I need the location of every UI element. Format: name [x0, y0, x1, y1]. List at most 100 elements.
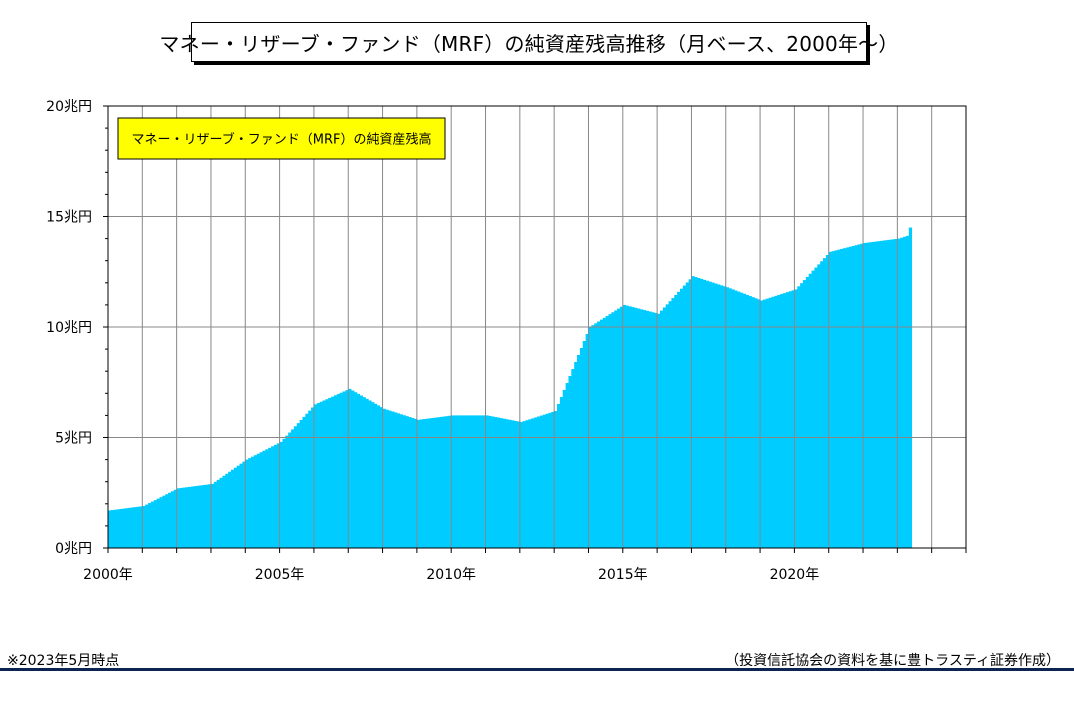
- bar: [622, 304, 627, 548]
- bar: [711, 282, 715, 548]
- footer-note: ※2023年5月時点: [7, 653, 120, 669]
- bar-chart: 0兆円 5兆円 10兆円 15兆円 20兆円 2000年 2005年 2010年 2015年 20…: [46, 99, 967, 583]
- bar: [179, 487, 183, 548]
- bar: [345, 390, 349, 548]
- bar: [668, 301, 672, 548]
- bar: [548, 412, 552, 548]
- bar: [373, 403, 378, 548]
- bar: [419, 419, 423, 548]
- bar: [122, 508, 126, 548]
- bar: [356, 393, 361, 548]
- x-tick-label: 2020年: [770, 567, 820, 583]
- bar: [720, 285, 724, 548]
- bar: [602, 317, 607, 548]
- bar: [479, 415, 484, 548]
- bar: [708, 281, 712, 548]
- bar: [213, 481, 218, 548]
- bar: [788, 291, 792, 548]
- bar: [505, 419, 509, 548]
- bar: [233, 467, 238, 548]
- bar: [256, 453, 260, 548]
- bar: [522, 421, 526, 548]
- bar: [737, 291, 741, 548]
- bar: [368, 400, 372, 548]
- bar: [471, 415, 475, 548]
- bar: [342, 391, 346, 548]
- bar: [228, 471, 232, 548]
- bar: [331, 396, 335, 548]
- bar: [173, 489, 178, 548]
- bar: [671, 298, 675, 548]
- bar: [888, 239, 893, 548]
- y-tick-label: 15兆円: [46, 210, 92, 226]
- bar: [577, 354, 581, 548]
- bar: [843, 248, 847, 548]
- bar: [516, 421, 521, 548]
- bar: [110, 510, 115, 548]
- bar: [133, 507, 137, 548]
- bar: [857, 244, 861, 549]
- bar: [190, 486, 195, 548]
- footer-source: （投資信託協会の資料を基に豊トラスティ証券作成）: [725, 653, 1060, 669]
- x-tick-label: 2010年: [426, 567, 476, 583]
- bar: [451, 415, 455, 548]
- x-tick-label: 2015年: [598, 567, 648, 583]
- bar: [625, 305, 629, 548]
- bar: [188, 486, 192, 548]
- bar: [456, 415, 461, 548]
- bar: [159, 497, 163, 548]
- bar: [691, 276, 695, 548]
- bar: [145, 504, 149, 548]
- bar: [494, 417, 498, 548]
- bar: [202, 485, 206, 548]
- bar: [579, 348, 584, 548]
- bar: [571, 368, 575, 548]
- bar: [542, 414, 546, 548]
- bar: [851, 245, 855, 548]
- bar: [431, 417, 435, 548]
- bar: [854, 245, 858, 549]
- bar: [751, 297, 755, 548]
- bar: [534, 417, 538, 548]
- bar: [582, 341, 587, 548]
- bar: [128, 507, 132, 548]
- y-tick-label: 10兆円: [46, 320, 92, 336]
- bar: [754, 298, 758, 548]
- bar: [794, 289, 798, 548]
- bar: [594, 323, 598, 548]
- bar: [774, 295, 778, 548]
- x-tick-label: 2000年: [83, 567, 133, 583]
- bar: [150, 501, 155, 548]
- bar: [236, 465, 240, 548]
- bar: [694, 277, 698, 548]
- bar: [170, 491, 175, 548]
- bar: [336, 394, 341, 548]
- bar: [225, 473, 229, 548]
- bar: [717, 284, 721, 548]
- bar: [680, 288, 684, 548]
- bar: [765, 298, 770, 548]
- bar: [353, 392, 358, 548]
- bar: [282, 438, 286, 548]
- bar: [745, 294, 750, 548]
- bar: [894, 238, 898, 548]
- bar: [539, 415, 544, 548]
- bar: [740, 292, 744, 548]
- bar: [559, 396, 564, 548]
- bar: [308, 410, 312, 548]
- bar: [319, 401, 323, 548]
- bar: [637, 308, 641, 548]
- bar: [768, 297, 772, 548]
- bar: [905, 235, 910, 548]
- bar: [514, 420, 518, 548]
- bar: [551, 411, 555, 548]
- bar: [868, 242, 873, 548]
- bar: [125, 508, 129, 548]
- bar: [614, 310, 618, 548]
- bar: [454, 415, 458, 548]
- bar: [448, 415, 452, 548]
- bar: [108, 510, 112, 548]
- footer-rule: [0, 668, 1074, 671]
- bar: [757, 299, 761, 549]
- bar: [291, 429, 295, 548]
